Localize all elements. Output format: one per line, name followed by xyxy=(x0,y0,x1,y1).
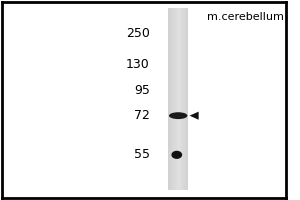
Bar xyxy=(187,8,188,190)
Text: 72: 72 xyxy=(134,109,150,122)
Bar xyxy=(170,8,171,190)
Bar xyxy=(180,8,181,190)
Polygon shape xyxy=(190,112,199,120)
Bar xyxy=(185,8,186,190)
Bar xyxy=(181,8,182,190)
Bar xyxy=(168,8,169,190)
Text: m.cerebellum: m.cerebellum xyxy=(207,12,284,22)
Bar xyxy=(179,8,180,190)
Ellipse shape xyxy=(171,151,182,159)
Text: 130: 130 xyxy=(126,58,150,71)
Bar xyxy=(174,8,175,190)
Bar xyxy=(169,8,170,190)
Bar xyxy=(184,8,185,190)
Bar xyxy=(182,8,183,190)
Text: 250: 250 xyxy=(126,27,150,40)
Ellipse shape xyxy=(169,112,188,119)
Text: 95: 95 xyxy=(134,84,150,97)
Bar xyxy=(183,8,184,190)
Bar xyxy=(177,8,178,190)
Bar xyxy=(176,8,177,190)
Bar xyxy=(173,8,174,190)
Text: 55: 55 xyxy=(134,148,150,161)
Bar xyxy=(172,8,173,190)
Bar xyxy=(186,8,187,190)
Bar xyxy=(171,8,172,190)
Bar xyxy=(178,8,179,190)
